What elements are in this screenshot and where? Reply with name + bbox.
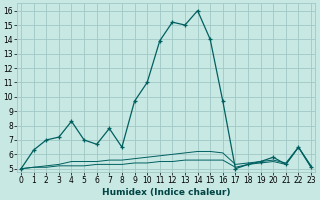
X-axis label: Humidex (Indice chaleur): Humidex (Indice chaleur) xyxy=(102,188,230,197)
